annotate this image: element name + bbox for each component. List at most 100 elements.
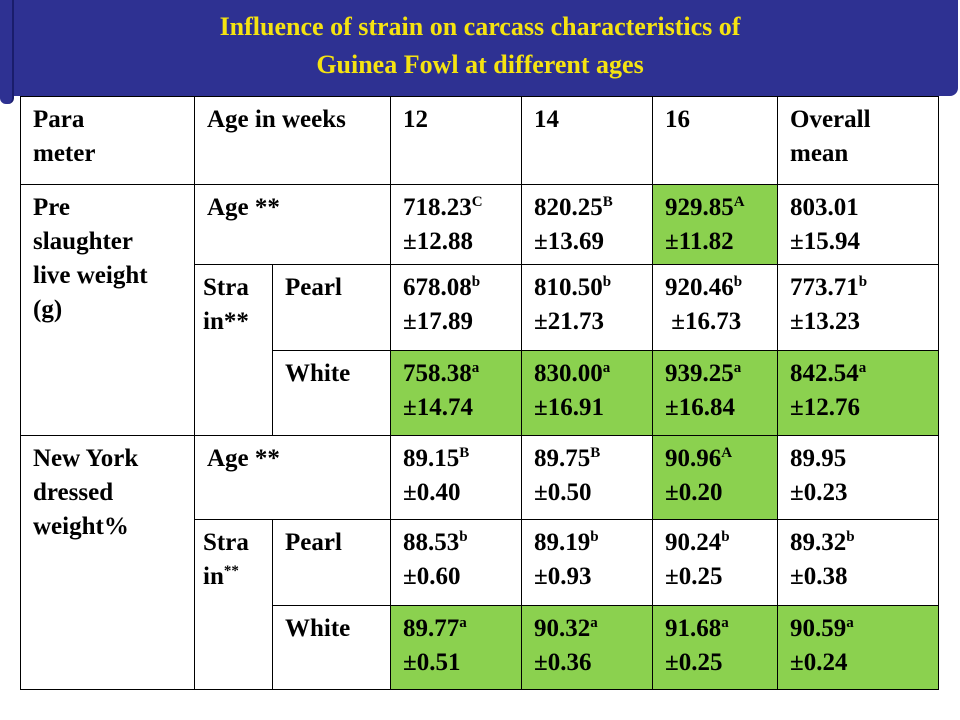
value-cell: 89.77a ±0.51 [390, 605, 523, 690]
age-label: Age ** [193, 435, 392, 520]
value-cell: 88.53b ±0.60 [390, 519, 523, 606]
parameter-dressed-weight: New York dressed weight% [20, 435, 195, 690]
value-cell: 803.01 ±15.94 [777, 184, 940, 265]
significance-letter: b [459, 529, 468, 545]
standard-error: ±12.76 [790, 394, 860, 421]
value-cell: 91.68a ±0.25 [652, 605, 779, 690]
value-cell: 89.15B ±0.40 [390, 435, 523, 520]
header-age-in-weeks: Age in weeks [193, 96, 392, 185]
slide-title: Influence of strain on carcass character… [0, 8, 960, 84]
standard-error: ±13.23 [790, 308, 860, 335]
mean-value: 803.01 [790, 194, 859, 221]
mean-value: 90.96 [665, 445, 722, 472]
title-line-1: Influence of strain on carcass character… [219, 12, 741, 41]
white-label: White [271, 605, 392, 690]
significance-letter: A [721, 445, 733, 461]
mean-value: 90.59 [790, 615, 847, 642]
header-week-14: 14 [521, 96, 654, 185]
standard-error: ±16.73 [665, 308, 742, 335]
value-cell: 830.00a ±16.91 [521, 350, 654, 436]
standard-error: ±21.73 [534, 308, 604, 335]
white-label: White [271, 350, 392, 436]
pearl-label: Pearl [271, 519, 392, 606]
standard-error: ±13.69 [534, 228, 604, 255]
significance-letter: b [721, 529, 730, 545]
table-row: White 89.77a ±0.51 90.32a ±0.36 91.68a ±0.2… [21, 605, 940, 690]
value-cell: 89.19b ±0.93 [521, 519, 654, 606]
significance-letter: a [846, 615, 854, 631]
significance-letter: B [602, 194, 613, 210]
value-cell: 90.96A ±0.20 [652, 435, 779, 520]
strain-label: Stra in** [194, 519, 273, 690]
value-cell: 810.50b ±21.73 [521, 264, 654, 351]
mean-value: 939.25 [665, 360, 734, 387]
value-cell: 89.75B ±0.50 [521, 435, 654, 520]
header-week-12: 12 [390, 96, 523, 185]
standard-error: ±0.38 [790, 563, 848, 590]
standard-error: ±0.51 [403, 649, 461, 676]
value-cell: 758.38a ±14.74 [390, 350, 523, 436]
standard-error: ±15.94 [790, 228, 860, 255]
value-cell: 842.54a ±12.76 [777, 350, 940, 436]
mean-value: 929.85 [665, 194, 734, 221]
significance-letter: a [471, 360, 480, 376]
table-row: Stra in** Pearl 88.53b ±0.60 89.19b ±0.93 … [21, 519, 940, 690]
title-banner [2, 0, 958, 96]
table-row: New York dressed weight% Age ** 89.15B ±0… [20, 435, 940, 690]
significance-letter: a [721, 615, 729, 631]
significance-letter: b [846, 529, 855, 545]
mean-value: 920.46 [665, 274, 734, 301]
significance-letter: a [459, 615, 467, 631]
value-cell: 920.46b ±16.73 [652, 264, 779, 351]
significance-letter: A [733, 194, 745, 210]
significance-letter: b [858, 274, 868, 290]
value-cell: 939.25a ±16.84 [652, 350, 779, 436]
mean-value: 90.24 [665, 529, 722, 556]
significance-letter: b [471, 274, 481, 290]
mean-value: 810.50 [534, 274, 603, 301]
value-cell: 89.32b ±0.38 [777, 519, 940, 606]
table-row: Stra in** Pearl 678.08b ±17.89 810.50b ±21… [21, 264, 940, 436]
value-cell: 90.24b ±0.25 [652, 519, 779, 606]
header-row: Para meter Age in weeks 12 14 16 Overall… [20, 96, 940, 185]
mean-value: 89.32 [790, 529, 847, 556]
mean-value: 89.19 [534, 529, 591, 556]
header-week-16: 16 [652, 96, 779, 185]
standard-error: ±12.88 [403, 228, 473, 255]
banner-edge-tab [0, 0, 14, 104]
standard-error: ±0.50 [534, 479, 592, 506]
standard-error: ±0.40 [403, 479, 461, 506]
header-parameter: Para meter [20, 96, 195, 185]
mean-value: 91.68 [665, 615, 722, 642]
value-cell: 89.95 ±0.23 [777, 435, 940, 520]
significance-letter: b [590, 529, 599, 545]
age-label: Age ** [193, 184, 392, 265]
significance-letter: B [590, 445, 601, 461]
strain-label: Stra in** [194, 264, 273, 436]
standard-error: ±0.36 [534, 649, 592, 676]
standard-error: ±11.82 [665, 228, 734, 255]
mean-value: 773.71 [790, 274, 859, 301]
significance-letter: B [459, 445, 470, 461]
value-cell: 773.71b ±13.23 [777, 264, 940, 351]
pearl-label: Pearl [271, 264, 392, 351]
value-cell: 90.59a ±0.24 [777, 605, 940, 690]
significance-letter: b [733, 274, 743, 290]
mean-value: 830.00 [534, 360, 603, 387]
mean-value: 88.53 [403, 529, 460, 556]
significance-letter: a [733, 360, 742, 376]
mean-value: 718.23 [403, 194, 472, 221]
mean-value: 89.75 [534, 445, 591, 472]
standard-error: ±0.25 [665, 563, 723, 590]
standard-error: ±14.74 [403, 394, 473, 421]
carcass-table: Para meter Age in weeks 12 14 16 Overall… [20, 96, 940, 690]
value-cell: 90.32a ±0.36 [521, 605, 654, 690]
mean-value: 89.77 [403, 615, 460, 642]
standard-error: ±16.84 [665, 394, 735, 421]
significance-letter: a [602, 360, 611, 376]
value-cell: 678.08b ±17.89 [390, 264, 523, 351]
mean-value: 820.25 [534, 194, 603, 221]
title-line-2: Guinea Fowl at different ages [316, 50, 644, 79]
significance-letter: b [602, 274, 612, 290]
table-row: Pre slaughter live weight (g) Age ** 718… [20, 184, 940, 436]
